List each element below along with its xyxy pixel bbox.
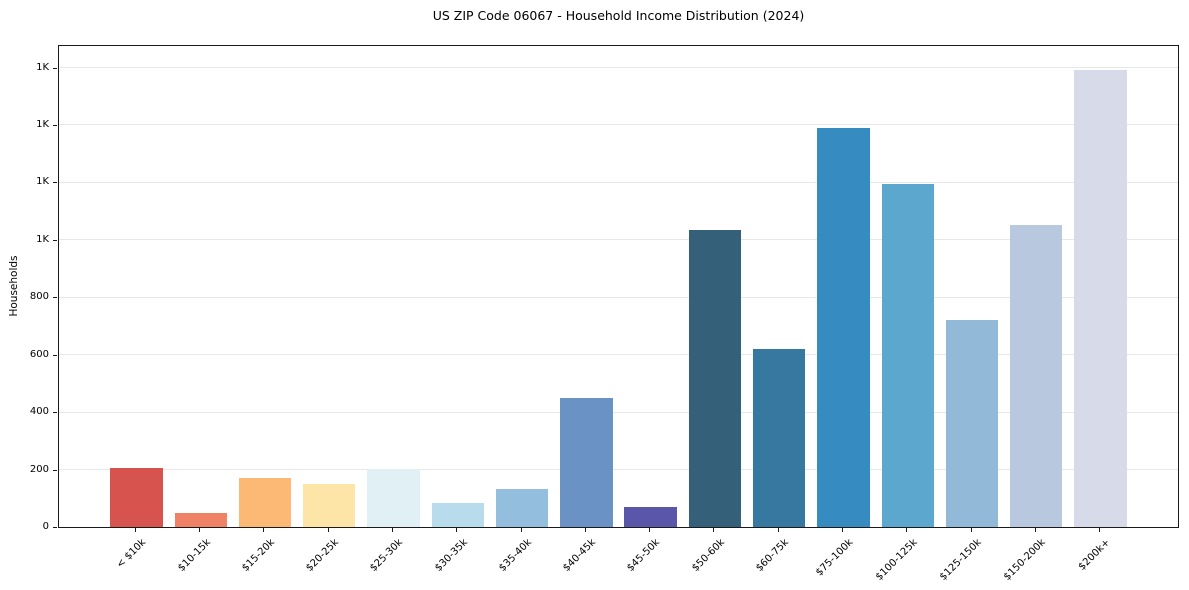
x-tick-label: < $10k bbox=[114, 537, 149, 571]
x-tick-label: $200k+ bbox=[1076, 537, 1113, 573]
bar-$40-45k bbox=[560, 397, 613, 527]
chart-title: US ZIP Code 06067 - Household Income Dis… bbox=[432, 8, 805, 23]
y-tick-label: 200 bbox=[29, 463, 49, 475]
bar-$50-60k bbox=[688, 229, 742, 527]
bar-$75-100k bbox=[817, 127, 870, 527]
x-axis: < $10k $10-15k $15-20k $20-25k $25-30k $30-35… bbox=[58, 528, 1179, 590]
x-tick-mark bbox=[263, 528, 265, 532]
x-tick-label: $30-35k bbox=[432, 537, 470, 574]
gridline bbox=[59, 239, 1178, 241]
y-tick-label: 1K bbox=[36, 61, 49, 73]
y-tick-label: 1K bbox=[36, 118, 49, 130]
bar-$45-50k bbox=[624, 507, 677, 527]
y-tick-label: 600 bbox=[29, 348, 49, 360]
x-tick-label: $25-30k bbox=[368, 537, 406, 574]
x-tick-label: $150-200k bbox=[1002, 537, 1049, 583]
bar-$10-15k bbox=[174, 512, 227, 527]
bar-$150-200k bbox=[1010, 225, 1063, 527]
y-tick-mark bbox=[53, 182, 57, 184]
x-tick-mark bbox=[713, 528, 715, 532]
y-tick-mark bbox=[53, 412, 57, 414]
bar-$30-35k bbox=[431, 502, 484, 527]
x-tick-label: $60-75k bbox=[754, 537, 791, 574]
bar-$25-30k bbox=[367, 468, 420, 527]
bar-$20-25k bbox=[303, 483, 356, 527]
x-tick-mark bbox=[199, 528, 201, 532]
x-tick-mark bbox=[134, 528, 136, 532]
x-tick-mark bbox=[649, 528, 651, 532]
x-tick-mark bbox=[520, 528, 522, 532]
x-tick-mark bbox=[584, 528, 586, 532]
x-tick-mark bbox=[1034, 528, 1036, 532]
bar-$100-125k bbox=[881, 183, 934, 527]
y-axis: 0 200 400 600 800 1K 1K 1K 1K bbox=[0, 45, 58, 532]
y-tick-mark bbox=[53, 469, 57, 471]
x-tick-label: $15-20k bbox=[239, 537, 277, 574]
x-tick-label: $10-15k bbox=[175, 537, 213, 574]
x-tick-label: $20-25k bbox=[304, 537, 342, 574]
x-tick-label: $125-150k bbox=[937, 537, 984, 583]
gridline bbox=[59, 296, 1178, 298]
y-tick-mark bbox=[53, 67, 57, 69]
y-tick-mark bbox=[53, 297, 57, 299]
y-tick-mark bbox=[53, 239, 57, 241]
bar-$35-40k bbox=[495, 489, 549, 527]
x-tick-mark bbox=[906, 528, 908, 532]
y-tick-label: 400 bbox=[29, 406, 49, 418]
y-tick-label: 800 bbox=[29, 291, 49, 303]
x-tick-mark bbox=[841, 528, 843, 532]
x-tick-mark bbox=[777, 528, 779, 532]
x-tick-mark bbox=[1099, 528, 1101, 532]
y-tick-label: 1K bbox=[36, 176, 49, 188]
y-tick-mark bbox=[53, 124, 57, 126]
y-tick-mark bbox=[53, 527, 57, 528]
y-tick-label: 0 bbox=[42, 521, 49, 532]
plot-area bbox=[58, 45, 1179, 528]
bar-$15-20k bbox=[238, 478, 292, 527]
x-tick-label: $40-45k bbox=[561, 537, 599, 574]
x-tick-label: $50-60k bbox=[689, 537, 727, 574]
plot-inner bbox=[59, 46, 1178, 527]
y-tick-mark bbox=[53, 354, 57, 356]
x-tick-mark bbox=[970, 528, 972, 532]
y-tick-label: 1K bbox=[36, 233, 49, 245]
x-tick-mark bbox=[456, 528, 458, 532]
x-tick-mark bbox=[327, 528, 329, 532]
bar-$60-75k bbox=[753, 348, 806, 527]
bar-$125-150k bbox=[945, 320, 999, 527]
x-tick-mark bbox=[392, 528, 394, 532]
gridline bbox=[59, 354, 1178, 356]
x-tick-label: $75-100k bbox=[813, 537, 856, 579]
x-tick-label: $100-125k bbox=[873, 537, 920, 583]
bar-$200k+ bbox=[1074, 70, 1127, 527]
gridline bbox=[59, 67, 1178, 69]
gridline bbox=[59, 469, 1178, 471]
x-tick-label: $35-40k bbox=[496, 537, 534, 574]
gridline bbox=[59, 181, 1178, 183]
bar-< $10k bbox=[110, 468, 163, 527]
x-tick-label: $45-50k bbox=[625, 537, 663, 574]
gridline bbox=[59, 124, 1178, 126]
gridline bbox=[59, 411, 1178, 413]
